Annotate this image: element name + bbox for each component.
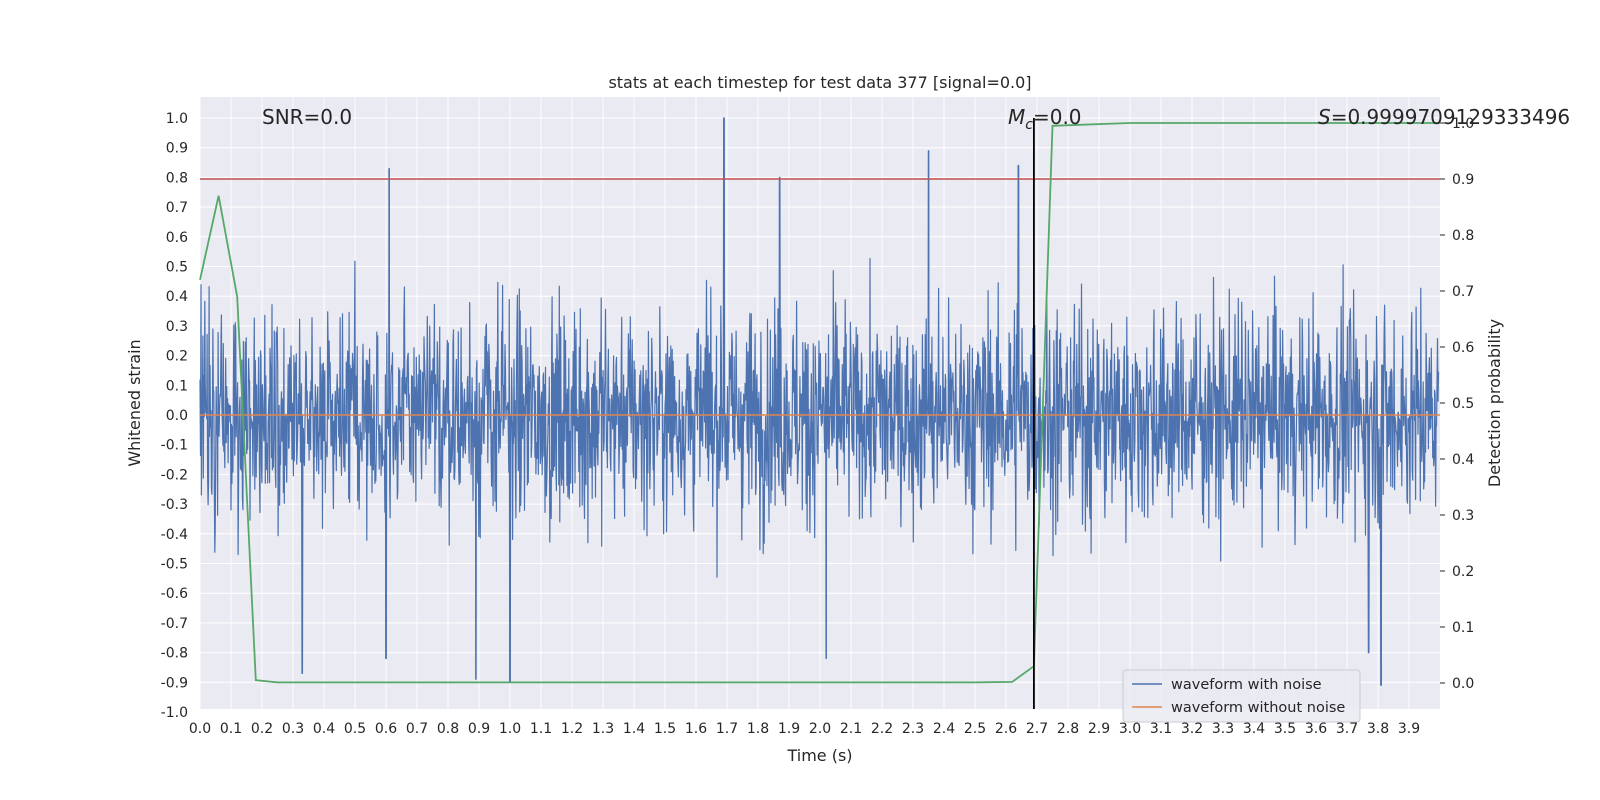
y-tick-label: -0.4 (161, 527, 188, 543)
x-tick-label: 1.6 (685, 721, 707, 737)
x-tick-label: 1.1 (530, 721, 552, 737)
mc-annotation: Mc=0.0 (1008, 105, 1082, 133)
mc-symbol: M (1008, 105, 1025, 129)
y-right-tick-label: 0.8 (1452, 228, 1474, 244)
s-annotation: S=0.9999709129333496 (1318, 105, 1570, 129)
x-tick-label: 3.3 (1212, 721, 1234, 737)
y-axis-label: Whitened strain (125, 339, 144, 466)
tick-labels: 0.0 0.1 0.2 0.3 0.4 0.5 0.6 0.7 0.8 0.9 1.0 1.1 1.2 1… (161, 111, 1475, 737)
legend-label-clean: waveform without noise (1171, 700, 1345, 716)
y-tick-label: 0.9 (166, 141, 188, 157)
y-tick-label: -0.9 (161, 675, 188, 691)
y-tick-label: 1.0 (166, 111, 188, 127)
x-tick-label: 1.8 (747, 721, 769, 737)
x-tick-label: 1.9 (778, 721, 800, 737)
x-tick-label: 3.8 (1367, 721, 1389, 737)
y-tick-label: 0.3 (166, 319, 188, 335)
mc-value: =0.0 (1033, 105, 1082, 129)
x-tick-label: 0.9 (468, 721, 490, 737)
y-tick-label: -1.0 (161, 705, 188, 721)
x-tick-label: 3.5 (1274, 721, 1296, 737)
y-right-tick-label: 0.3 (1452, 508, 1474, 524)
y-right-tick-label: 1.0 (1452, 116, 1474, 132)
y-tick-label: 0.2 (166, 349, 188, 365)
y-tick-label: -0.7 (161, 616, 188, 632)
x-tick-label: 2.0 (809, 721, 831, 737)
y-tick-label: 0.0 (166, 408, 188, 424)
y-tick-label: -0.6 (161, 586, 188, 602)
s-value: =0.9999709129333496 (1331, 105, 1570, 129)
x-tick-label: 0.4 (313, 721, 335, 737)
y-right-tick-label: 0.5 (1452, 396, 1474, 412)
overlay-lines (199, 118, 1440, 709)
y-tick-label: -0.8 (161, 646, 188, 662)
x-tick-label: 0.3 (282, 721, 304, 737)
x-tick-label: 2.2 (871, 721, 893, 737)
x-tick-label: 3.9 (1398, 721, 1420, 737)
s-symbol: S (1318, 105, 1331, 129)
x-tick-label: 0.1 (220, 721, 242, 737)
chart-title: stats at each timestep for test data 377… (608, 73, 1031, 92)
y-right-tick-label: 0.7 (1452, 284, 1474, 300)
x-tick-label: 1.3 (592, 721, 614, 737)
y-right-tick-label: 0.0 (1452, 676, 1474, 692)
y-tick-label: 0.5 (166, 260, 188, 276)
x-tick-label: 3.7 (1336, 721, 1358, 737)
x-tick-label: 3.1 (1150, 721, 1172, 737)
x-tick-label: 2.7 (1026, 721, 1048, 737)
y-right-tick-label: 0.6 (1452, 340, 1474, 356)
x-tick-label: 0.0 (189, 721, 211, 737)
detection-probability-line (199, 122, 1440, 684)
legend: waveform with noise waveform without noi… (1122, 669, 1361, 723)
x-tick-label: 2.8 (1057, 721, 1079, 737)
x-tick-label: 0.8 (437, 721, 459, 737)
x-tick-label: 1.0 (499, 721, 521, 737)
x-tick-label: 1.2 (561, 721, 583, 737)
x-tick-label: 0.2 (251, 721, 273, 737)
x-tick-label: 2.1 (840, 721, 862, 737)
x-tick-label: 0.6 (375, 721, 397, 737)
y-tick-label: 0.1 (166, 378, 188, 394)
y-tick-label: 0.7 (166, 200, 188, 216)
y-tick-label: -0.5 (161, 557, 188, 573)
y-tick-label: -0.1 (161, 438, 188, 454)
y-tick-label: -0.2 (161, 467, 188, 483)
x-tick-label: 1.5 (654, 721, 676, 737)
x-axis-label: Time (s) (786, 746, 852, 765)
x-tick-label: 2.5 (964, 721, 986, 737)
y-tick-label: 0.4 (166, 289, 188, 305)
x-tick-label: 3.4 (1243, 721, 1265, 737)
x-tick-label: 3.6 (1305, 721, 1327, 737)
x-tick-label: 0.5 (344, 721, 366, 737)
x-tick-label: 3.0 (1119, 721, 1141, 737)
y-tick-label: 0.8 (166, 170, 188, 186)
x-tick-label: 2.3 (902, 721, 924, 737)
x-tick-label: 1.7 (716, 721, 738, 737)
y-tick-label: -0.3 (161, 497, 188, 513)
x-tick-label: 2.6 (995, 721, 1017, 737)
y-right-tick-label: 0.2 (1452, 564, 1474, 580)
legend-box (1122, 669, 1361, 723)
y-tick-label: 0.6 (166, 230, 188, 246)
x-tick-label: 2.9 (1088, 721, 1110, 737)
snr-annotation: SNR=0.0 (262, 105, 352, 129)
mc-subscript: c (1025, 117, 1033, 133)
x-tick-label: 0.7 (406, 721, 428, 737)
y-axis-right-label: Detection probability (1485, 319, 1504, 487)
y-right-tick-label: 0.1 (1452, 620, 1474, 636)
x-tick-label: 2.4 (933, 721, 955, 737)
x-tick-label: 3.2 (1181, 721, 1203, 737)
y-right-tick-label: 0.4 (1452, 452, 1474, 468)
y-right-tick-label: 0.9 (1452, 172, 1474, 188)
x-tick-label: 1.4 (623, 721, 645, 737)
legend-label-noise: waveform with noise (1171, 677, 1322, 693)
